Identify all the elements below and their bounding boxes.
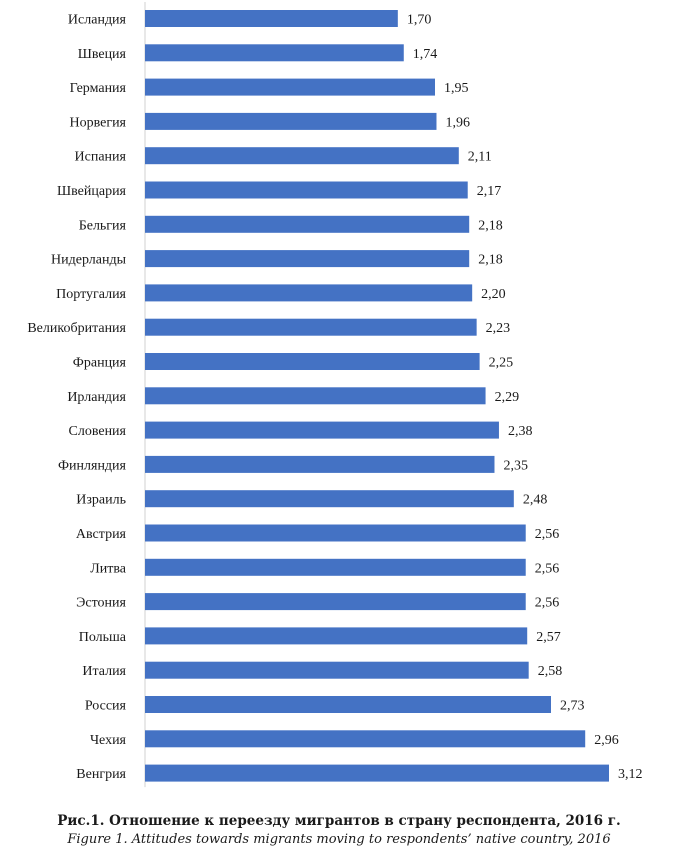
figure-caption-ru: Рис.1. Отношение к переезду мигрантов в … [57,813,621,829]
bar [145,147,459,165]
value-label: 1,96 [445,115,470,130]
category-label: Португалия [56,287,126,302]
bar [145,593,526,611]
category-label: Ирландия [67,390,126,405]
value-label: 2,38 [508,424,533,439]
category-label: Швеция [78,47,127,62]
bar [145,421,499,439]
category-label: Литва [90,561,127,576]
category-label: Исландия [68,13,127,28]
value-label: 2,23 [486,321,511,336]
category-label: Чехия [90,733,127,748]
bar [145,250,470,268]
bar [145,181,468,199]
bar [145,10,398,27]
category-label: Финляндия [58,458,127,473]
value-label: 2,58 [538,664,563,679]
bar [145,524,526,542]
bar [145,284,473,302]
bar [145,696,551,713]
category-label: Швейцария [57,184,127,199]
category-label: Нидерланды [51,253,127,268]
bar [145,387,486,405]
bar [145,353,480,370]
bar [145,627,528,645]
category-label: Германия [70,81,127,96]
category-label: Польша [79,630,127,645]
value-label: 2,57 [536,630,561,645]
value-label: 2,96 [594,733,619,748]
value-label: 1,74 [413,47,438,62]
category-label: Россия [85,699,127,714]
bar [145,490,514,508]
bar-chart: Исландия 1,70 Швеция 1,74 Германия 1,95 Норвег… [27,2,643,788]
category-label: Великобритания [27,321,126,336]
category-label: Израиль [76,493,126,508]
bar [145,764,609,782]
bar [145,661,529,679]
category-label: Венгрия [76,767,126,782]
bar [145,44,404,62]
category-label: Австрия [76,527,127,542]
category-label: Норвегия [69,115,126,130]
value-label: 2,48 [523,493,548,508]
value-label: 2,35 [503,458,528,473]
value-label: 2,11 [468,150,492,165]
category-label: Эстония [76,596,126,611]
bar [145,558,526,576]
value-label: 2,56 [535,527,560,542]
bar [145,730,586,748]
category-label: Испания [75,150,127,165]
figure-caption-en: Figure 1. Attitudes towards migrants mov… [67,832,611,847]
chart-body: Исландия 1,70 Швеция 1,74 Германия 1,95 Норвег… [27,2,643,788]
bar [145,112,437,130]
category-label: Бельгия [79,218,127,233]
value-label: 2,18 [478,218,503,233]
value-label: 2,20 [481,287,506,302]
bar [145,318,477,336]
value-label: 3,12 [618,767,643,782]
category-label: Словения [69,424,127,439]
category-label: Франция [73,356,127,371]
value-label: 2,17 [477,184,502,199]
category-label: Италия [82,664,126,679]
value-label: 2,56 [535,596,560,611]
value-label: 2,18 [478,253,503,268]
value-label: 2,25 [489,356,513,371]
value-label: 2,56 [535,561,560,576]
value-label: 1,95 [444,81,469,96]
value-label: 2,73 [560,699,585,714]
value-label: 1,70 [407,13,432,28]
value-label: 2,29 [495,390,519,405]
bar [145,78,435,96]
bar [145,215,470,233]
bar [145,455,495,473]
